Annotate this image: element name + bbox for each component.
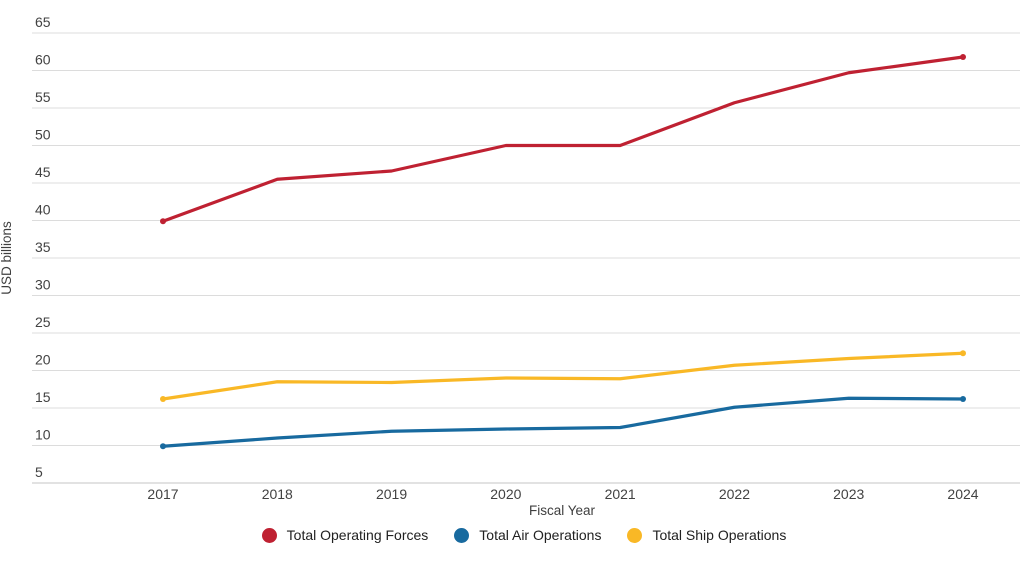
- series-lines: [160, 54, 966, 450]
- y-tick-label: 65: [35, 14, 51, 30]
- y-tick-label: 35: [35, 239, 51, 255]
- y-tick-label: 30: [35, 277, 51, 293]
- legend-label: Total Operating Forces: [286, 527, 429, 543]
- series-line-total-operating-forces[interactable]: [161, 55, 965, 223]
- legend: Total Operating Forces Total Air Operatio…: [12, 527, 1024, 543]
- legend-swatch-total-air-operations: [454, 527, 470, 543]
- data-point-total-air-operations[interactable]: [160, 443, 166, 450]
- data-point-total-air-operations[interactable]: [960, 396, 966, 402]
- y-tick-label: 10: [35, 427, 51, 443]
- legend-swatch-total-operating-forces: [261, 527, 277, 543]
- x-tick-label: 2022: [719, 486, 750, 502]
- x-tick-label: 2019: [376, 486, 407, 502]
- legend-item-total-air-operations[interactable]: Total Air Operations: [454, 527, 601, 543]
- legend-item-total-ship-operations[interactable]: Total Ship Operations: [627, 527, 786, 543]
- legend-label: Total Air Operations: [479, 527, 602, 543]
- y-tick-label: 50: [35, 127, 51, 143]
- x-tick-label: 2023: [833, 486, 864, 502]
- y-tick-label: 40: [35, 202, 51, 218]
- y-tick-label: 20: [35, 352, 51, 368]
- legend-label: Total Ship Operations: [652, 527, 787, 543]
- data-point-total-operating-forces[interactable]: [960, 54, 966, 60]
- x-axis-tick-labels: 2017 2018 2019 2020 2021 2022 2023 2024: [147, 486, 978, 502]
- gridlines: [32, 32, 1020, 484]
- data-point-total-operating-forces[interactable]: [160, 218, 166, 225]
- y-tick-label: 55: [35, 89, 51, 105]
- x-tick-label: 2021: [605, 486, 636, 502]
- y-tick-label: 60: [35, 52, 51, 68]
- x-axis-title: Fiscal Year: [529, 503, 596, 518]
- y-axis-title: USD billions: [0, 221, 14, 295]
- x-tick-label: 2017: [147, 486, 178, 502]
- y-tick-label: 5: [35, 464, 43, 480]
- x-tick-label: 2018: [262, 486, 293, 502]
- y-tick-label: 15: [35, 389, 51, 405]
- data-point-total-ship-operations[interactable]: [160, 396, 166, 402]
- y-tick-label: 45: [35, 164, 51, 180]
- series-line-total-air-operations[interactable]: [161, 396, 965, 448]
- legend-swatch-total-ship-operations: [627, 527, 643, 543]
- series-line-total-ship-operations[interactable]: [161, 351, 965, 401]
- legend-item-total-operating-forces[interactable]: Total Operating Forces: [261, 527, 429, 543]
- y-axis-tick-labels: 5 10 15 20 25 30 35 40 45 50 55 60 65: [35, 14, 51, 480]
- x-tick-label: 2020: [490, 486, 521, 502]
- data-point-total-ship-operations[interactable]: [960, 350, 966, 357]
- x-tick-label: 2024: [947, 486, 978, 502]
- y-tick-label: 25: [35, 314, 51, 330]
